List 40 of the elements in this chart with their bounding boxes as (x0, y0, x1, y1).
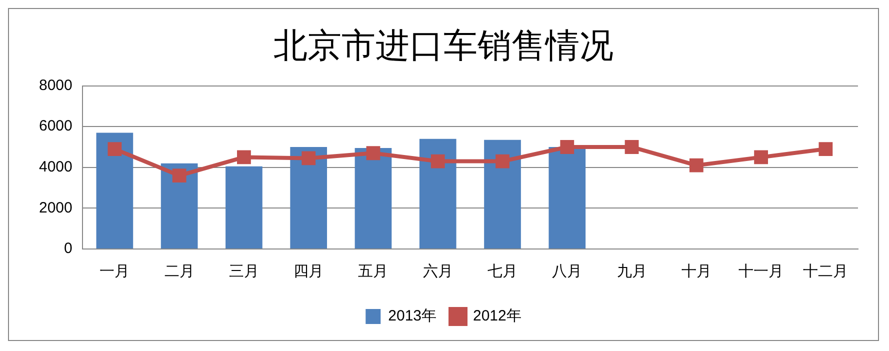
y-tick-label: 8000 (38, 76, 72, 94)
x-tick-label: 一月 (100, 263, 130, 280)
point (560, 140, 574, 154)
x-tick-label: 三月 (228, 263, 259, 280)
y-tick-label: 4000 (38, 158, 72, 176)
point (754, 150, 768, 164)
bar (419, 138, 456, 248)
x-tick-label: 九月 (616, 263, 647, 280)
bar (96, 132, 134, 248)
x-tick-label: 二月 (164, 263, 194, 280)
point (237, 150, 251, 164)
x-tick-label: 四月 (294, 263, 324, 280)
point (108, 142, 122, 156)
x-tick-label: 五月 (358, 263, 388, 280)
bar (290, 147, 328, 248)
x-tick-label: 十一月 (738, 263, 784, 280)
point (496, 154, 510, 168)
x-tick-label: 十二月 (803, 263, 848, 280)
bar (226, 166, 262, 248)
x-tick-label: 六月 (422, 263, 453, 280)
y-tick-label: 6000 (38, 118, 72, 135)
point (172, 168, 186, 183)
x-tick-label: 十月 (681, 263, 712, 280)
legend-label: 2013年 (388, 308, 437, 325)
point (818, 142, 833, 156)
point (302, 151, 316, 166)
point (430, 154, 445, 168)
y-tick-label: 2000 (38, 199, 72, 216)
bar (160, 163, 198, 248)
x-tick-label: 八月 (552, 263, 582, 280)
x-tick-label: 七月 (488, 263, 518, 280)
point (366, 146, 380, 160)
chart-title: 北京市进口车销售情况 (274, 26, 614, 65)
bar (548, 147, 586, 248)
y-tick-label: 0 (64, 240, 72, 258)
legend-label: 2012年 (473, 308, 522, 325)
point (689, 158, 704, 172)
bar (484, 140, 521, 248)
bar (354, 148, 392, 248)
point (624, 140, 639, 154)
